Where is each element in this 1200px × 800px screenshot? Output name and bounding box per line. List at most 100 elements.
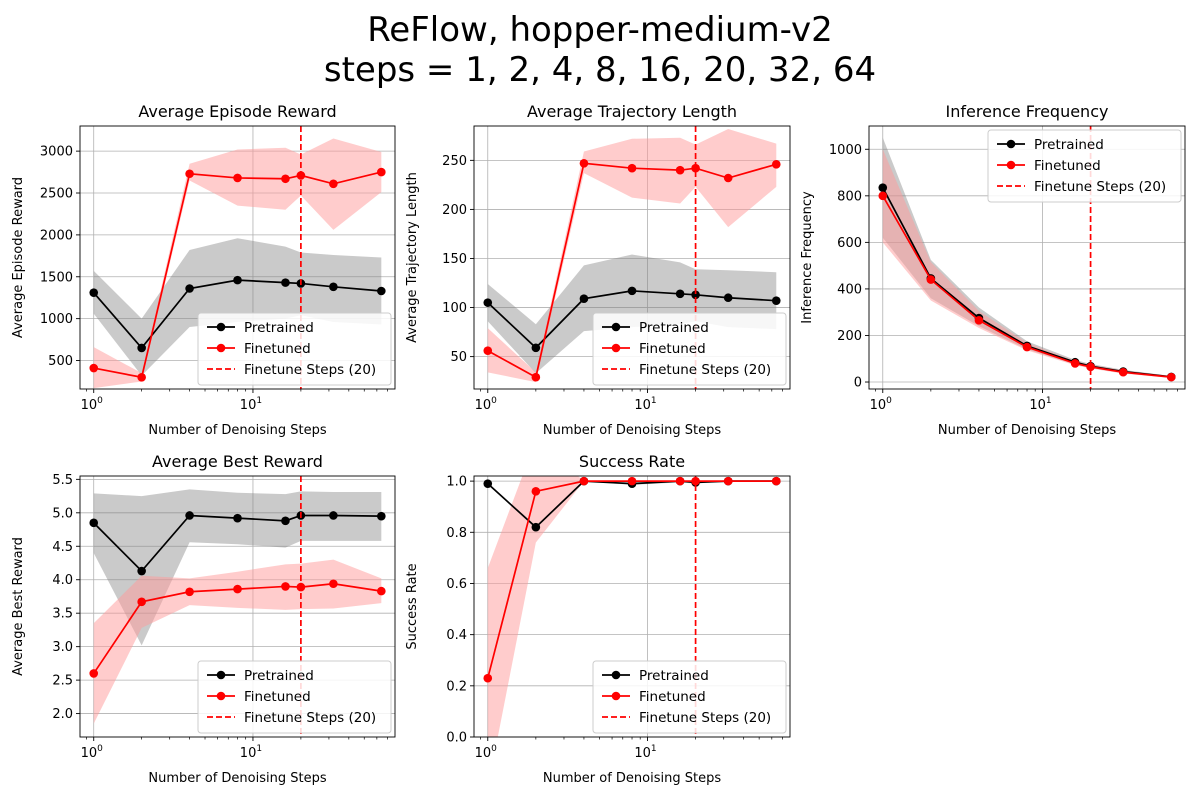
- series-line-finetuned: [93, 582, 382, 674]
- y-tick-label: 150: [442, 252, 467, 267]
- data-point-pretrained: [771, 296, 781, 305]
- series-line-finetuned: [487, 162, 777, 379]
- legend: Pretrained Finetuned Finetune Steps (20): [197, 660, 392, 734]
- legend-marker-finetuned: [611, 343, 621, 353]
- series-line-pretrained: [93, 279, 382, 350]
- y-tick-label: 4.5: [52, 540, 73, 555]
- data-point-pretrained: [878, 183, 888, 192]
- legend-label-pretrained: Pretrained: [244, 668, 314, 684]
- legend-label-finetuned: Finetuned: [1034, 158, 1101, 174]
- chart-panel-4: 2.0 2.5 3.0 3.5 4.0 4.5 5.0 5.5 100 101 Average Be…: [11, 452, 396, 786]
- legend-label-finetuned: Finetuned: [244, 689, 311, 705]
- plot-area: [89, 138, 386, 389]
- data-point-pretrained: [531, 343, 541, 353]
- legend-marker-pretrained: [611, 322, 621, 332]
- legend-label-finetuned: Finetuned: [639, 689, 706, 705]
- data-point-pretrained: [483, 298, 493, 307]
- y-tick-label: 3.0: [52, 640, 73, 655]
- legend-label-finetune-steps: Finetune Steps (20): [1034, 179, 1166, 195]
- x-axis-label: Number of Denoising Steps: [543, 423, 721, 438]
- y-tick-label: 1500: [40, 270, 73, 285]
- data-point-pretrained: [137, 343, 146, 353]
- data-point-finetuned: [377, 167, 386, 177]
- data-point-finetuned: [771, 159, 781, 169]
- x-tick-label: 101: [1029, 396, 1051, 413]
- data-point-pretrained: [377, 286, 386, 296]
- legend-label-finetune-steps: Finetune Steps (20): [244, 710, 376, 726]
- y-tick-label: 800: [837, 189, 862, 204]
- legend: Pretrained Finetuned Finetune Steps (20): [987, 129, 1182, 203]
- chart-title: Inference Frequency: [946, 102, 1109, 121]
- legend-marker-pretrained: [216, 322, 226, 332]
- x-tick-label: 101: [240, 396, 262, 413]
- y-tick-label: 0.8: [446, 526, 467, 541]
- legend: Pretrained Finetuned Finetune Steps (20): [592, 660, 787, 734]
- y-axis-label: Average Best Reward: [11, 537, 26, 676]
- y-tick-label: 3000: [40, 145, 73, 160]
- data-point-pretrained: [281, 278, 290, 287]
- legend-marker-finetuned: [1006, 160, 1016, 170]
- chart-panel-3: 0 200 400 600 800 1000 100 101 Inference Frequen…: [800, 102, 1186, 438]
- x-axis-label: Number of Denoising Steps: [148, 771, 326, 786]
- chart-panel-1: 500 1000 1500 2000 2500 3000 100 101 Average Epi…: [11, 102, 396, 438]
- plot-area: [483, 476, 781, 737]
- data-point-finetuned: [675, 476, 685, 486]
- legend-box: [592, 312, 787, 386]
- legend-label-finetune-steps: Finetune Steps (20): [244, 362, 376, 378]
- y-tick-label: 250: [442, 154, 467, 169]
- data-point-pretrained: [185, 511, 194, 520]
- chart-title: Average Episode Reward: [138, 102, 336, 121]
- legend: Pretrained Finetuned Finetune Steps (20): [592, 312, 787, 386]
- chart-title: Average Best Reward: [152, 452, 323, 471]
- data-point-finetuned: [89, 363, 99, 373]
- data-point-finetuned: [531, 372, 541, 382]
- x-axis-label: Number of Denoising Steps: [148, 423, 326, 438]
- data-point-finetuned: [329, 179, 338, 189]
- data-point-pretrained: [137, 566, 146, 576]
- data-point-pretrained: [627, 286, 637, 296]
- y-tick-label: 3.5: [52, 607, 73, 622]
- figure-title: ReFlow, hopper-medium-v2 steps = 1, 2, 4…: [0, 10, 1200, 90]
- chart-title: Success Rate: [579, 452, 685, 471]
- data-point-finetuned: [926, 275, 936, 284]
- data-point-pretrained: [723, 293, 733, 303]
- x-tick-label: 101: [634, 744, 656, 761]
- data-point-pretrained: [377, 511, 386, 521]
- legend-marker-pretrained: [216, 670, 226, 680]
- legend-marker-finetuned: [611, 691, 621, 701]
- data-point-pretrained: [675, 289, 685, 299]
- confidence-band-pretrained: [93, 489, 382, 646]
- legend-box: [197, 660, 392, 734]
- series-line-finetuned: [93, 171, 382, 379]
- data-point-finetuned: [281, 174, 290, 184]
- data-point-pretrained: [579, 294, 589, 304]
- data-point-finetuned: [691, 163, 700, 173]
- legend-marker-pretrained: [1006, 139, 1016, 149]
- plot-area: [89, 489, 386, 724]
- data-point-finetuned: [675, 165, 685, 175]
- chart-title: Average Trajectory Length: [527, 102, 737, 121]
- y-axis-label: Success Rate: [405, 563, 420, 649]
- data-point-pretrained: [281, 516, 290, 526]
- legend-label-finetune-steps: Finetune Steps (20): [639, 362, 771, 378]
- data-point-pretrained: [233, 275, 242, 285]
- legend-box: [987, 129, 1182, 203]
- data-point-finetuned: [1070, 359, 1080, 368]
- data-point-finetuned: [137, 372, 146, 382]
- y-tick-label: 5.0: [52, 506, 73, 521]
- data-point-finetuned: [137, 597, 146, 607]
- legend-label-pretrained: Pretrained: [639, 668, 709, 684]
- data-point-finetuned: [579, 158, 589, 168]
- y-tick-label: 500: [48, 354, 73, 369]
- series-line-pretrained: [93, 514, 382, 573]
- data-point-pretrained: [329, 511, 338, 520]
- y-tick-label: 4.0: [52, 573, 73, 588]
- data-point-finetuned: [579, 476, 589, 486]
- data-point-finetuned: [1022, 342, 1032, 352]
- y-tick-label: 50: [450, 350, 467, 365]
- legend-label-finetuned: Finetuned: [244, 341, 311, 357]
- data-point-finetuned: [233, 584, 242, 594]
- y-tick-label: 2.5: [52, 674, 73, 689]
- data-point-pretrained: [531, 522, 541, 532]
